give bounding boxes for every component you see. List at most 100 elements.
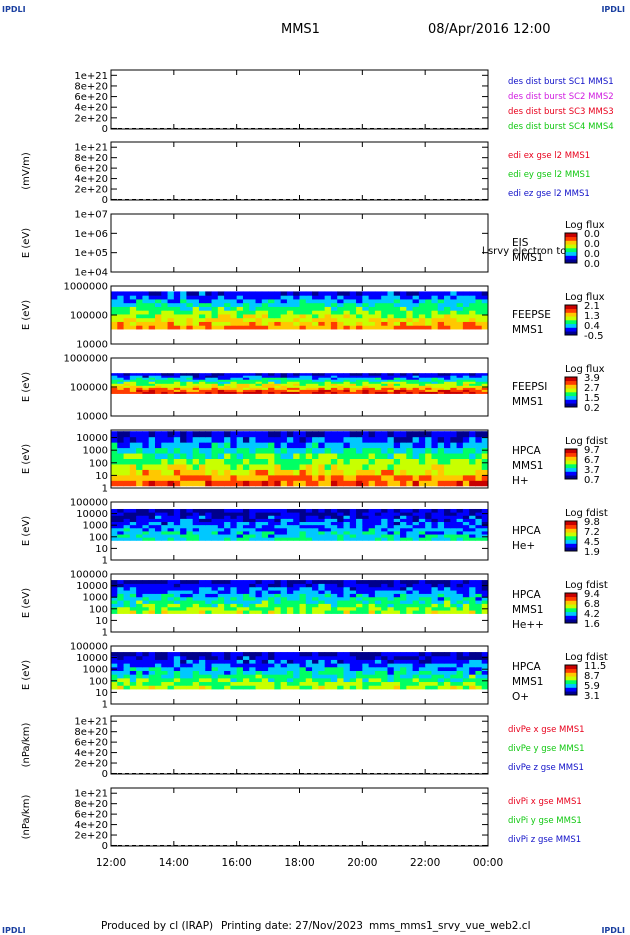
spectrogram-cell bbox=[167, 652, 175, 657]
spectrogram-cell bbox=[450, 310, 458, 315]
spectrogram-cell bbox=[431, 480, 439, 487]
spectrogram-cell bbox=[154, 515, 162, 519]
spectrogram-cell bbox=[462, 527, 470, 532]
spectrogram-cell bbox=[374, 313, 382, 319]
spectrogram-cell bbox=[148, 389, 156, 392]
spectrogram-cell bbox=[117, 530, 125, 535]
spectrogram-cell bbox=[224, 606, 231, 611]
spectrogram-cell bbox=[368, 521, 376, 526]
spectrogram-cell bbox=[456, 391, 464, 394]
spectrogram-cell bbox=[136, 537, 143, 541]
spectrogram-cell bbox=[192, 295, 200, 300]
spectrogram-cell bbox=[475, 681, 483, 686]
spectrogram-cell bbox=[154, 530, 162, 535]
spectrogram-cell bbox=[305, 381, 313, 384]
spectrogram-cell bbox=[117, 663, 125, 668]
spectrogram-cell bbox=[469, 469, 476, 476]
spectrogram-cell bbox=[192, 383, 200, 386]
spectrogram-cell bbox=[161, 474, 169, 481]
spectrogram-cell bbox=[161, 442, 169, 449]
spectrogram-cell bbox=[349, 603, 357, 608]
spectrogram-cell bbox=[198, 381, 206, 384]
spectrogram-cell bbox=[406, 295, 414, 300]
spectrogram-cell bbox=[154, 447, 162, 454]
spectrogram-cell bbox=[393, 474, 401, 481]
colorbar-segment bbox=[565, 327, 577, 332]
spectrogram-cell bbox=[261, 377, 269, 380]
spectrogram-cell bbox=[324, 463, 332, 470]
spectrogram-cell bbox=[117, 313, 125, 319]
spectrogram-cell bbox=[312, 677, 319, 683]
spectrogram-cell bbox=[148, 458, 156, 465]
spectrogram-cell bbox=[268, 663, 275, 668]
spectrogram-cell bbox=[249, 383, 257, 386]
spectrogram-cell bbox=[192, 674, 200, 679]
spectrogram-cell bbox=[142, 373, 150, 376]
colorbar-segment bbox=[565, 305, 577, 310]
spectrogram-cell bbox=[148, 295, 156, 300]
spectrogram-cell bbox=[274, 391, 282, 394]
spectrogram-cell bbox=[387, 480, 395, 487]
spectrogram-cell bbox=[368, 383, 376, 386]
spectrogram-cell bbox=[280, 512, 288, 516]
spectrogram-cell bbox=[393, 480, 401, 487]
spectrogram-cell bbox=[418, 518, 426, 523]
spectrogram-cell bbox=[425, 600, 432, 604]
spectrogram-cell bbox=[117, 480, 125, 487]
spectrogram-cell bbox=[154, 463, 162, 470]
spectrogram-cell bbox=[431, 379, 439, 382]
spectrogram-cell bbox=[381, 463, 388, 470]
spectrogram-cell bbox=[343, 583, 351, 588]
spectrogram-cell bbox=[374, 674, 382, 679]
spectrogram-cell bbox=[412, 325, 420, 330]
spectrogram-cell bbox=[481, 518, 489, 523]
spectrogram-cell bbox=[192, 310, 200, 315]
spectrogram-cell bbox=[312, 512, 319, 516]
spectrogram-cell bbox=[136, 677, 143, 683]
spectrogram-cell bbox=[111, 389, 118, 392]
spectrogram-cell bbox=[437, 480, 445, 487]
spectrogram-cell bbox=[425, 310, 432, 315]
spectrogram-cell bbox=[312, 515, 319, 519]
colorbar-segment bbox=[565, 308, 577, 313]
spectrogram-cell bbox=[318, 321, 326, 326]
spectrogram-cell bbox=[255, 681, 263, 686]
spectrogram-cell bbox=[406, 534, 414, 538]
spectrogram-cell bbox=[431, 317, 439, 322]
spectrogram-cell bbox=[261, 674, 269, 679]
spectrogram-cell bbox=[368, 652, 376, 657]
spectrogram-cell bbox=[142, 379, 150, 382]
spectrogram-cell bbox=[368, 512, 376, 516]
spectrogram-cell bbox=[136, 666, 143, 671]
spectrogram-cell bbox=[192, 306, 200, 311]
spectrogram-cell bbox=[387, 586, 395, 591]
spectrogram-cell bbox=[469, 385, 476, 388]
spectrogram-cell bbox=[437, 377, 445, 380]
spectrogram-cell bbox=[456, 431, 464, 438]
spectrogram-cell bbox=[349, 387, 357, 390]
spectrogram-cell bbox=[261, 603, 269, 608]
spectrogram-cell bbox=[205, 298, 213, 304]
spectrogram-cell bbox=[192, 508, 200, 513]
spectrogram-cell bbox=[161, 610, 169, 614]
spectrogram-cell bbox=[324, 447, 332, 454]
spectrogram-cell bbox=[343, 674, 351, 679]
spectrogram-cell bbox=[211, 379, 219, 382]
spectrogram-cell bbox=[469, 681, 476, 686]
spectrogram-cell bbox=[381, 685, 388, 690]
y-tick-label: 1 bbox=[102, 484, 108, 495]
spectrogram-cell bbox=[142, 596, 150, 601]
spectrogram-cell bbox=[425, 508, 432, 513]
spectrogram-cell bbox=[299, 383, 307, 386]
spectrogram-cell bbox=[117, 377, 125, 380]
spectrogram-cell bbox=[224, 674, 231, 679]
y-axis-label: E (eV) bbox=[21, 228, 32, 258]
spectrogram-cell bbox=[111, 663, 118, 668]
spectrogram-cell bbox=[205, 610, 213, 614]
spectrogram-cell bbox=[249, 603, 257, 608]
spectrogram-cell bbox=[154, 291, 162, 296]
spectrogram-cell bbox=[154, 521, 162, 526]
spectrogram-cell bbox=[349, 381, 357, 384]
spectrogram-cell bbox=[349, 383, 357, 386]
spectrogram-cell bbox=[123, 583, 131, 588]
